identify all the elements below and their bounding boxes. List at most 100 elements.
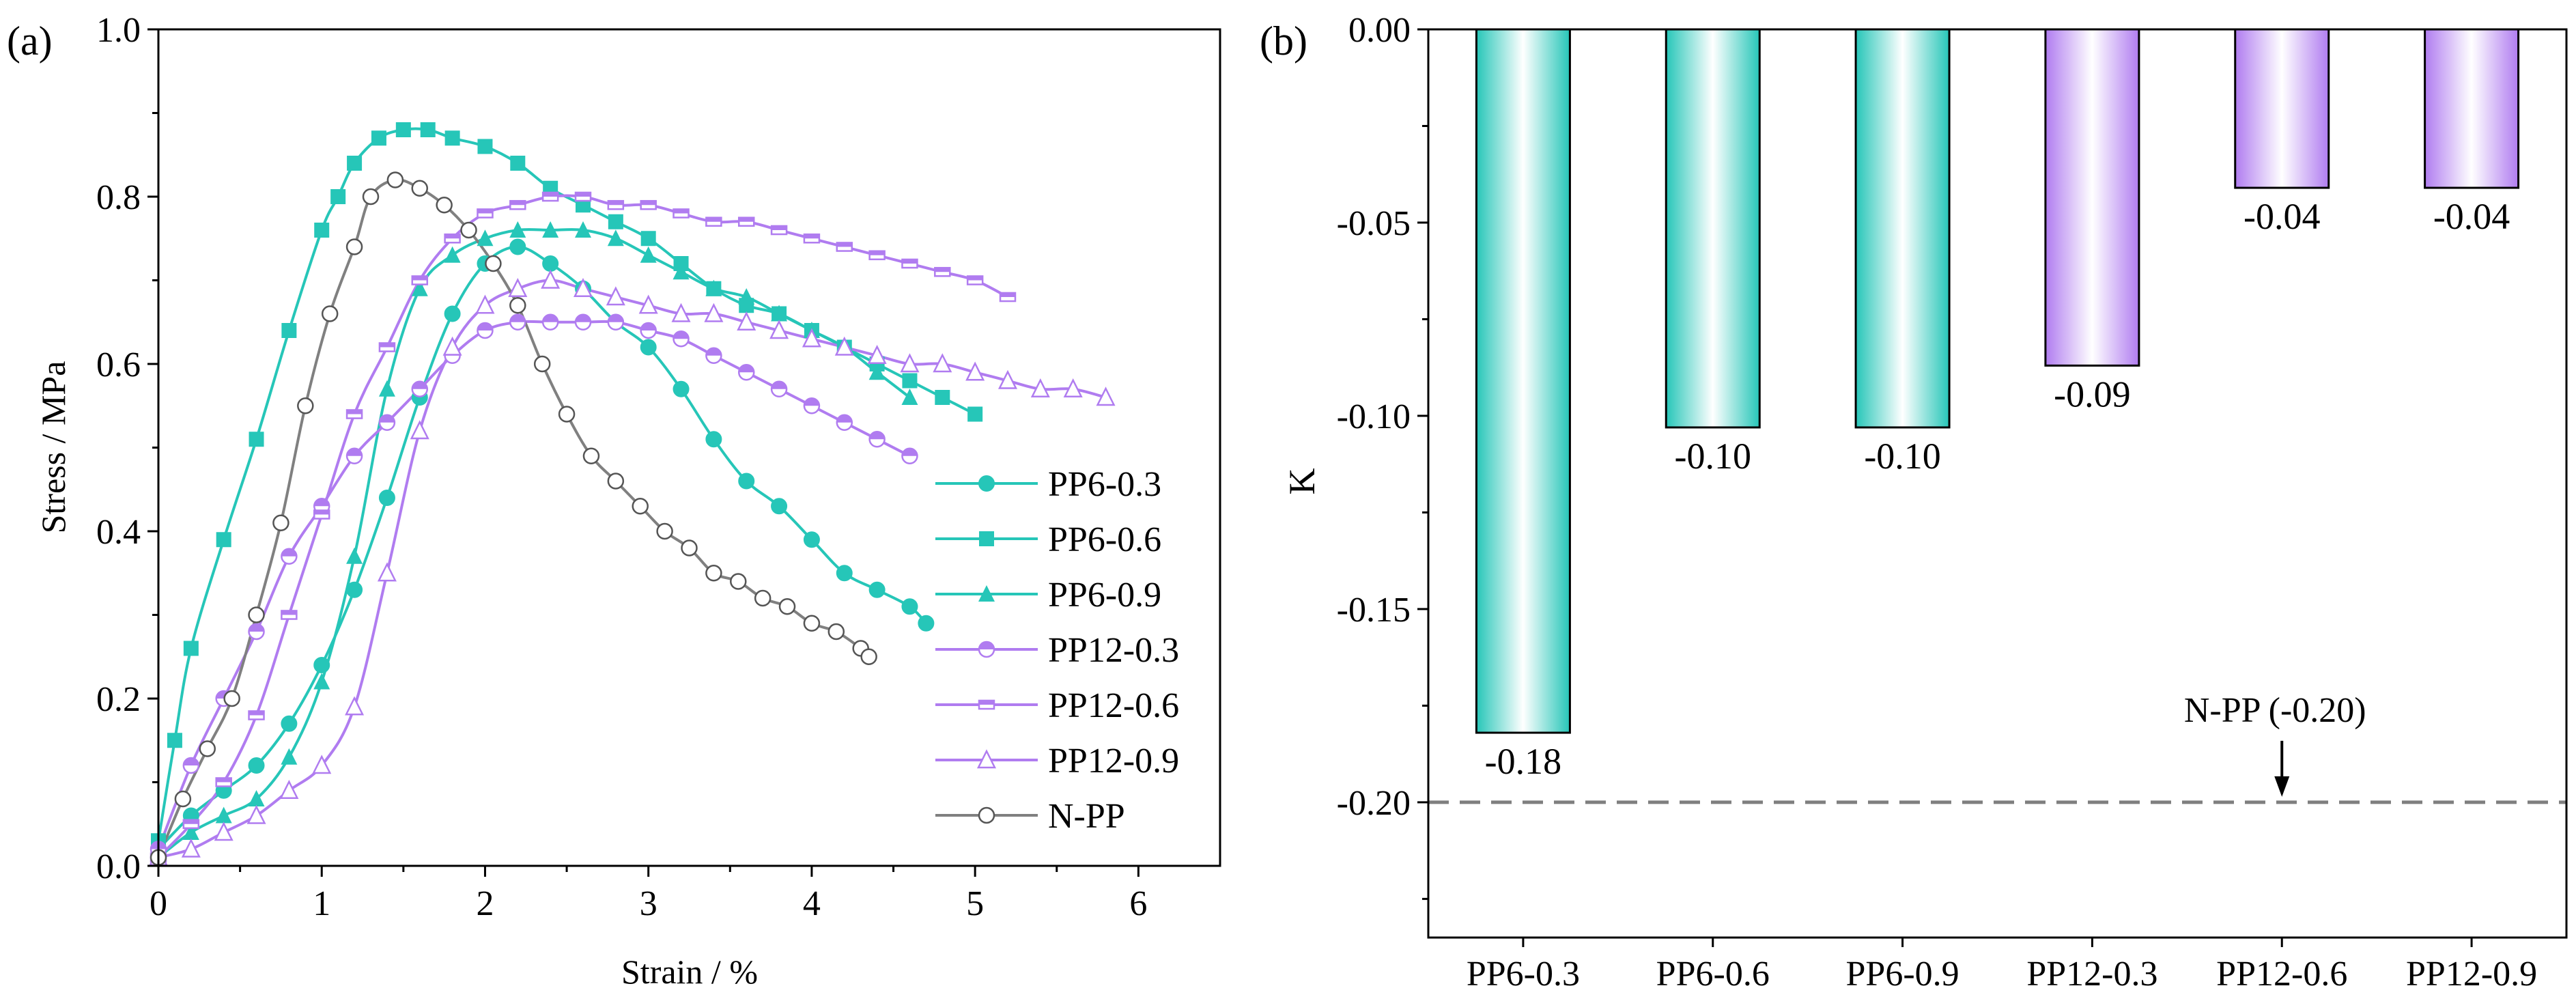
b-ytick-label: -0.20 — [1337, 784, 1411, 823]
panel-b-ylabel: K — [1282, 468, 1322, 495]
data-point-pp12-0-9 — [769, 320, 789, 339]
data-point-pp6-0-6 — [902, 373, 918, 389]
data-point-pp12-0-6 — [999, 292, 1017, 302]
data-point-pp6-0-9 — [313, 673, 330, 690]
data-point-pp6-0-3 — [836, 565, 853, 582]
data-point-pp12-0-9 — [671, 302, 691, 322]
b-xtick-label-pp6-0-9: PP6-0.9 — [1846, 955, 1959, 994]
legend-item-n-pp: N-PP — [935, 797, 1125, 836]
data-point-pp12-0-6 — [248, 710, 265, 720]
data-point-pp12-0-6 — [836, 242, 853, 252]
data-point-pp12-0-9 — [965, 361, 985, 381]
bar-value-label-pp12-0-9: -0.04 — [2433, 196, 2510, 237]
legend-marker-pp12-0-6 — [978, 699, 995, 710]
panel-b-plot-frame — [1427, 28, 2568, 939]
a-xtick-label: 4 — [803, 884, 821, 923]
data-point-pp6-0-9 — [215, 806, 232, 824]
data-point-pp12-0-6 — [934, 266, 951, 277]
b-xtick-label-pp12-0-3: PP12-0.3 — [2026, 955, 2157, 994]
data-point-pp12-0-3 — [248, 623, 265, 641]
data-point-pp6-0-6 — [395, 122, 411, 137]
data-point-pp12-0-9 — [214, 821, 233, 841]
data-point-pp12-0-9 — [345, 696, 365, 716]
bar-pp6-0-6 — [1665, 28, 1761, 429]
bar-pp6-0-9 — [1854, 28, 1951, 429]
data-point-pp12-0-3 — [836, 414, 853, 431]
data-point-pp12-0-6 — [966, 275, 984, 285]
data-point-pp12-0-6 — [378, 342, 396, 352]
data-point-pp12-0-9 — [377, 562, 397, 582]
data-point-n-pp — [248, 606, 265, 623]
data-point-pp12-0-3 — [868, 431, 886, 448]
data-point-pp6-0-9 — [738, 288, 755, 305]
data-point-pp12-0-6 — [673, 208, 690, 219]
legend-marker-pp6-0-9 — [978, 585, 995, 602]
data-point-pp12-0-9 — [410, 420, 429, 440]
data-point-pp12-0-3 — [345, 447, 363, 464]
data-point-pp6-0-9 — [281, 748, 298, 765]
data-point-n-pp — [558, 406, 576, 423]
data-point-pp12-0-6 — [444, 233, 461, 244]
data-point-pp6-0-3 — [378, 490, 395, 506]
data-point-pp12-0-6 — [411, 275, 429, 285]
data-point-pp12-0-3 — [378, 414, 396, 431]
a-ytick-label: 1.0 — [96, 11, 141, 50]
data-point-n-pp — [860, 648, 877, 665]
data-point-pp12-0-9 — [181, 838, 201, 858]
bar-pp12-0-3 — [2044, 28, 2140, 367]
data-point-pp12-0-9 — [997, 369, 1018, 389]
data-point-pp6-0-9 — [607, 229, 624, 247]
panel-a-ylabel: Stress / MPa — [34, 361, 72, 534]
bar-pp12-0-6 — [2234, 28, 2330, 189]
data-point-pp6-0-3 — [313, 657, 330, 673]
data-point-n-pp — [533, 355, 551, 373]
data-point-pp12-0-6 — [868, 250, 886, 261]
data-point-pp6-0-9 — [542, 221, 559, 238]
series-markers-pp6-0-6 — [151, 122, 983, 849]
series-markers-n-pp — [150, 171, 877, 866]
bar-value-label-pp6-0-3: -0.18 — [1485, 741, 1561, 782]
data-point-pp12-0-3 — [901, 447, 918, 464]
data-point-pp12-0-3 — [281, 548, 298, 565]
b-ytick-label: -0.05 — [1337, 204, 1411, 243]
data-point-pp6-0-9 — [346, 547, 363, 564]
panel-b-axes: 0.00 -0.05 -0.10 -0.15 -0.20 PP6-0.3 PP6-0.6 PP… — [1337, 11, 2537, 994]
data-point-pp6-0-6 — [216, 532, 231, 548]
bar-pp12-0-9 — [2424, 28, 2520, 189]
data-point-pp6-0-9 — [444, 246, 461, 263]
panel-b-bar-chart: (b) -0.18 -0.10 -0.10 -0.09 -0.04 -0.04 N-PP … — [1260, 11, 2568, 994]
data-point-pp12-0-6 — [281, 610, 298, 620]
data-point-pp12-0-6 — [477, 208, 494, 219]
data-point-pp12-0-9 — [246, 804, 266, 824]
data-point-n-pp — [411, 180, 429, 197]
data-point-pp6-0-3 — [803, 531, 820, 548]
legend-marker-pp6-0-6 — [979, 531, 994, 546]
data-point-pp6-0-6 — [314, 223, 330, 238]
data-point-pp6-0-9 — [575, 221, 591, 238]
data-point-n-pp — [656, 522, 673, 540]
a-ytick-label: 0.0 — [96, 847, 141, 886]
data-point-pp6-0-9 — [901, 389, 918, 405]
data-point-n-pp — [803, 615, 821, 632]
data-point-pp12-0-3 — [182, 757, 200, 774]
data-point-pp6-0-6 — [510, 156, 526, 171]
b-xtick-label-pp12-0-9: PP12-0.9 — [2406, 955, 2537, 994]
bar-value-label-pp12-0-3: -0.09 — [2054, 374, 2130, 414]
b-ytick-label: 0.00 — [1348, 11, 1411, 50]
reference-line-label: N-PP (-0.20) — [2184, 691, 2366, 730]
legend-item-pp6-0-3: PP6-0.3 — [935, 465, 1161, 504]
b-xtick-label-pp6-0-6: PP6-0.6 — [1656, 955, 1770, 994]
legend-label-n-pp: N-PP — [1048, 797, 1125, 836]
data-point-pp6-0-3 — [281, 715, 298, 732]
data-point-pp6-0-9 — [771, 305, 788, 322]
series-line-pp12-0-3 — [157, 320, 911, 850]
data-point-pp6-0-9 — [411, 279, 428, 296]
legend-marker-pp12-0-3 — [978, 641, 995, 658]
data-point-pp12-0-3 — [509, 313, 526, 330]
data-point-pp6-0-6 — [347, 156, 363, 171]
data-point-n-pp — [321, 305, 339, 322]
data-point-pp12-0-9 — [737, 311, 756, 330]
data-point-pp12-0-3 — [803, 397, 821, 414]
panel-a-plot-frame — [157, 28, 1221, 867]
data-point-pp12-0-9 — [834, 336, 854, 356]
